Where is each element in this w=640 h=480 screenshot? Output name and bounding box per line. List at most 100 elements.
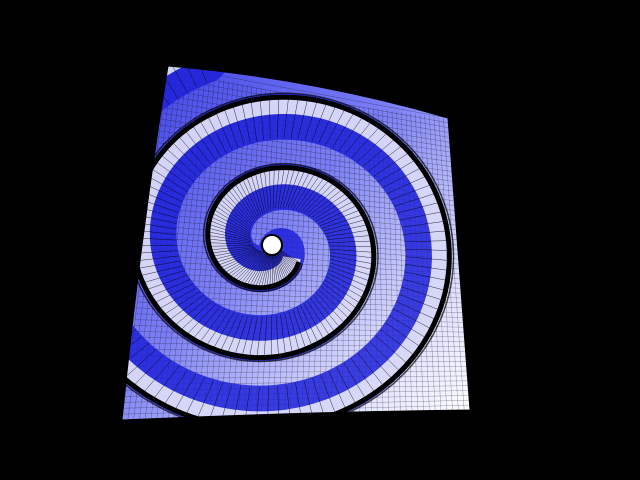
- wire-ray: [206, 113, 227, 154]
- wire-ray: [357, 130, 390, 163]
- wire-ray: [217, 197, 252, 228]
- wire-ray: [164, 146, 198, 178]
- wire-ray: [330, 252, 376, 259]
- wire-ray: [232, 103, 245, 146]
- wire-ray: [165, 66, 188, 93]
- wire-ray: [176, 134, 207, 169]
- wire-ray: [226, 187, 255, 223]
- wire-ray: [327, 234, 374, 240]
- wire-ray: [133, 255, 180, 262]
- wire-ray: [162, 370, 188, 407]
- wire-ray: [378, 158, 418, 183]
- grid-line: [313, 100, 323, 415]
- wire-ray: [205, 227, 251, 240]
- wire-ray: [236, 250, 267, 284]
- mesh-surface: [122, 66, 470, 420]
- wire-ray: [275, 315, 279, 359]
- wire-ray: [280, 314, 286, 358]
- wire-ray: [209, 211, 251, 234]
- wire-ray: [190, 123, 216, 161]
- wire-ray: [245, 174, 262, 216]
- grid-line: [324, 102, 332, 415]
- wire-ray: [323, 218, 368, 232]
- wire-ray: [336, 367, 358, 407]
- wire-ray: [259, 168, 267, 212]
- wire-ray: [243, 386, 251, 420]
- wire-ray: [277, 165, 285, 209]
- surface-edge: [121, 65, 471, 421]
- wire-ray: [363, 347, 394, 381]
- wire-ray: [137, 265, 183, 277]
- wire-ray: [330, 258, 375, 271]
- wire-ray: [214, 109, 233, 151]
- wire-ray: [329, 245, 376, 247]
- wire-ray: [250, 98, 258, 142]
- wire-ray: [313, 195, 353, 220]
- wire-ray: [167, 294, 204, 322]
- wire-ray: [215, 200, 252, 229]
- wire-ray: [351, 124, 382, 159]
- spiral-highlight: [122, 66, 451, 420]
- wire-ray: [329, 265, 373, 283]
- wire-ray: [144, 174, 185, 197]
- wire-ray: [290, 169, 312, 209]
- wire-ray: [198, 118, 221, 157]
- wire-ray: [317, 204, 360, 224]
- wire-ray: [267, 386, 269, 420]
- wire-ray: [310, 298, 337, 335]
- wire-ray: [394, 192, 438, 207]
- wire-ray: [204, 310, 230, 348]
- wire-ray: [296, 307, 314, 349]
- wire-ray: [319, 208, 363, 227]
- wire-ray: [144, 274, 188, 291]
- wire-ray: [404, 240, 451, 242]
- wire-ray: [206, 245, 254, 247]
- wire-ray: [330, 255, 376, 265]
- wire-ray: [254, 248, 271, 290]
- wire-ray: [385, 322, 423, 349]
- wire-ray: [233, 251, 266, 283]
- wire-ray: [357, 352, 386, 388]
- wire-ray: [405, 263, 451, 272]
- wire-ray: [248, 249, 270, 289]
- wire-ray: [392, 308, 434, 331]
- wire-ray: [205, 234, 252, 243]
- wire-ray: [241, 100, 251, 143]
- wire-ray: [404, 271, 450, 282]
- wire-ray: [213, 204, 251, 231]
- grid-line: [319, 101, 327, 415]
- wire-ray: [403, 279, 448, 292]
- wire-ray: [329, 262, 374, 277]
- wire-ray: [320, 375, 337, 416]
- wire-ray: [285, 167, 301, 208]
- wire-ray: [328, 240, 375, 243]
- spiral-ridge-line: [122, 66, 455, 420]
- wire-ray: [324, 223, 371, 235]
- wire-ray: [350, 358, 377, 395]
- wire-ray: [208, 215, 251, 236]
- wire-ray: [184, 303, 216, 337]
- wire-ray: [304, 98, 319, 140]
- wire-ray: [239, 250, 268, 286]
- wire-ray: [140, 270, 186, 284]
- wire-ray: [207, 246, 255, 251]
- wire-ray: [237, 178, 259, 218]
- wire-ray: [190, 66, 208, 84]
- wire-ray: [205, 231, 251, 241]
- wire-ray: [219, 250, 261, 272]
- wire-ray: [153, 160, 191, 187]
- wire-ray: [249, 172, 263, 214]
- wire-ray: [206, 242, 253, 245]
- wire-ray: [211, 248, 257, 261]
- wire-ray: [230, 251, 265, 281]
- wire-ray: [328, 371, 347, 412]
- wire-ray: [320, 286, 356, 316]
- wire-ray: [206, 223, 251, 239]
- wire-ray: [311, 191, 349, 218]
- wire-ray: [191, 306, 221, 341]
- wire-ray: [401, 220, 448, 228]
- wire-ray: [183, 128, 211, 165]
- wire-ray: [156, 287, 197, 311]
